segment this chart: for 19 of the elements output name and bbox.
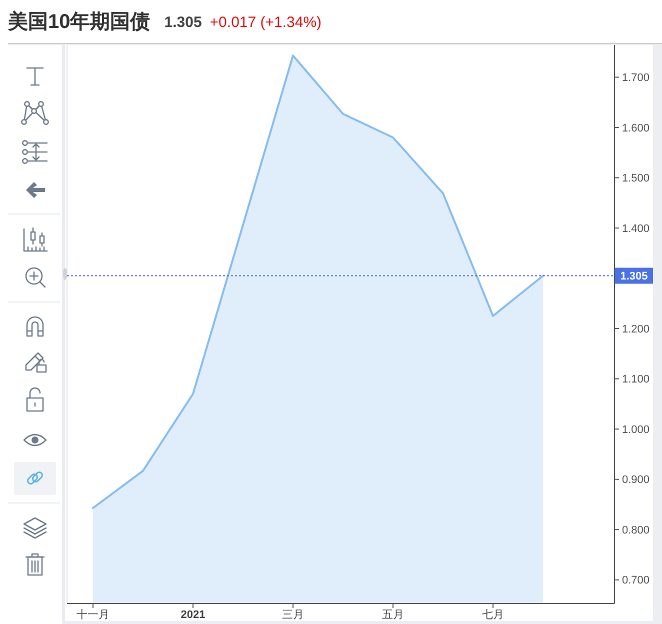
x-tick-label: 三月 [282, 609, 304, 621]
y-tick-label: 1.200 [622, 323, 650, 336]
x-tick-label: 十一月 [76, 608, 110, 621]
y-tick-label: 0.800 [622, 524, 650, 536]
x-tick-label: 七月 [482, 608, 504, 621]
chart-subtitle: 1.305 [164, 14, 202, 31]
y-tick-label: 0.900 [622, 474, 650, 486]
text: +0.017 (+1.34%) [210, 14, 322, 31]
ref-line-label: 1.305 [620, 270, 648, 283]
y-tick-label: 1.400 [622, 222, 650, 235]
x-tick-label: 五月 [382, 609, 404, 621]
y-tick-label: 0.700 [622, 574, 650, 587]
y-tick-label: 1.700 [622, 72, 650, 84]
y-tick-label: 1.500 [622, 172, 650, 185]
y-tick-label: 1.600 [622, 122, 650, 134]
x-tick-label: 2021 [180, 609, 206, 621]
chart-title: 美国10年期国债 [7, 10, 150, 33]
y-tick-label: 1.100 [622, 374, 650, 386]
y-tick-label: 1.000 [622, 424, 650, 436]
